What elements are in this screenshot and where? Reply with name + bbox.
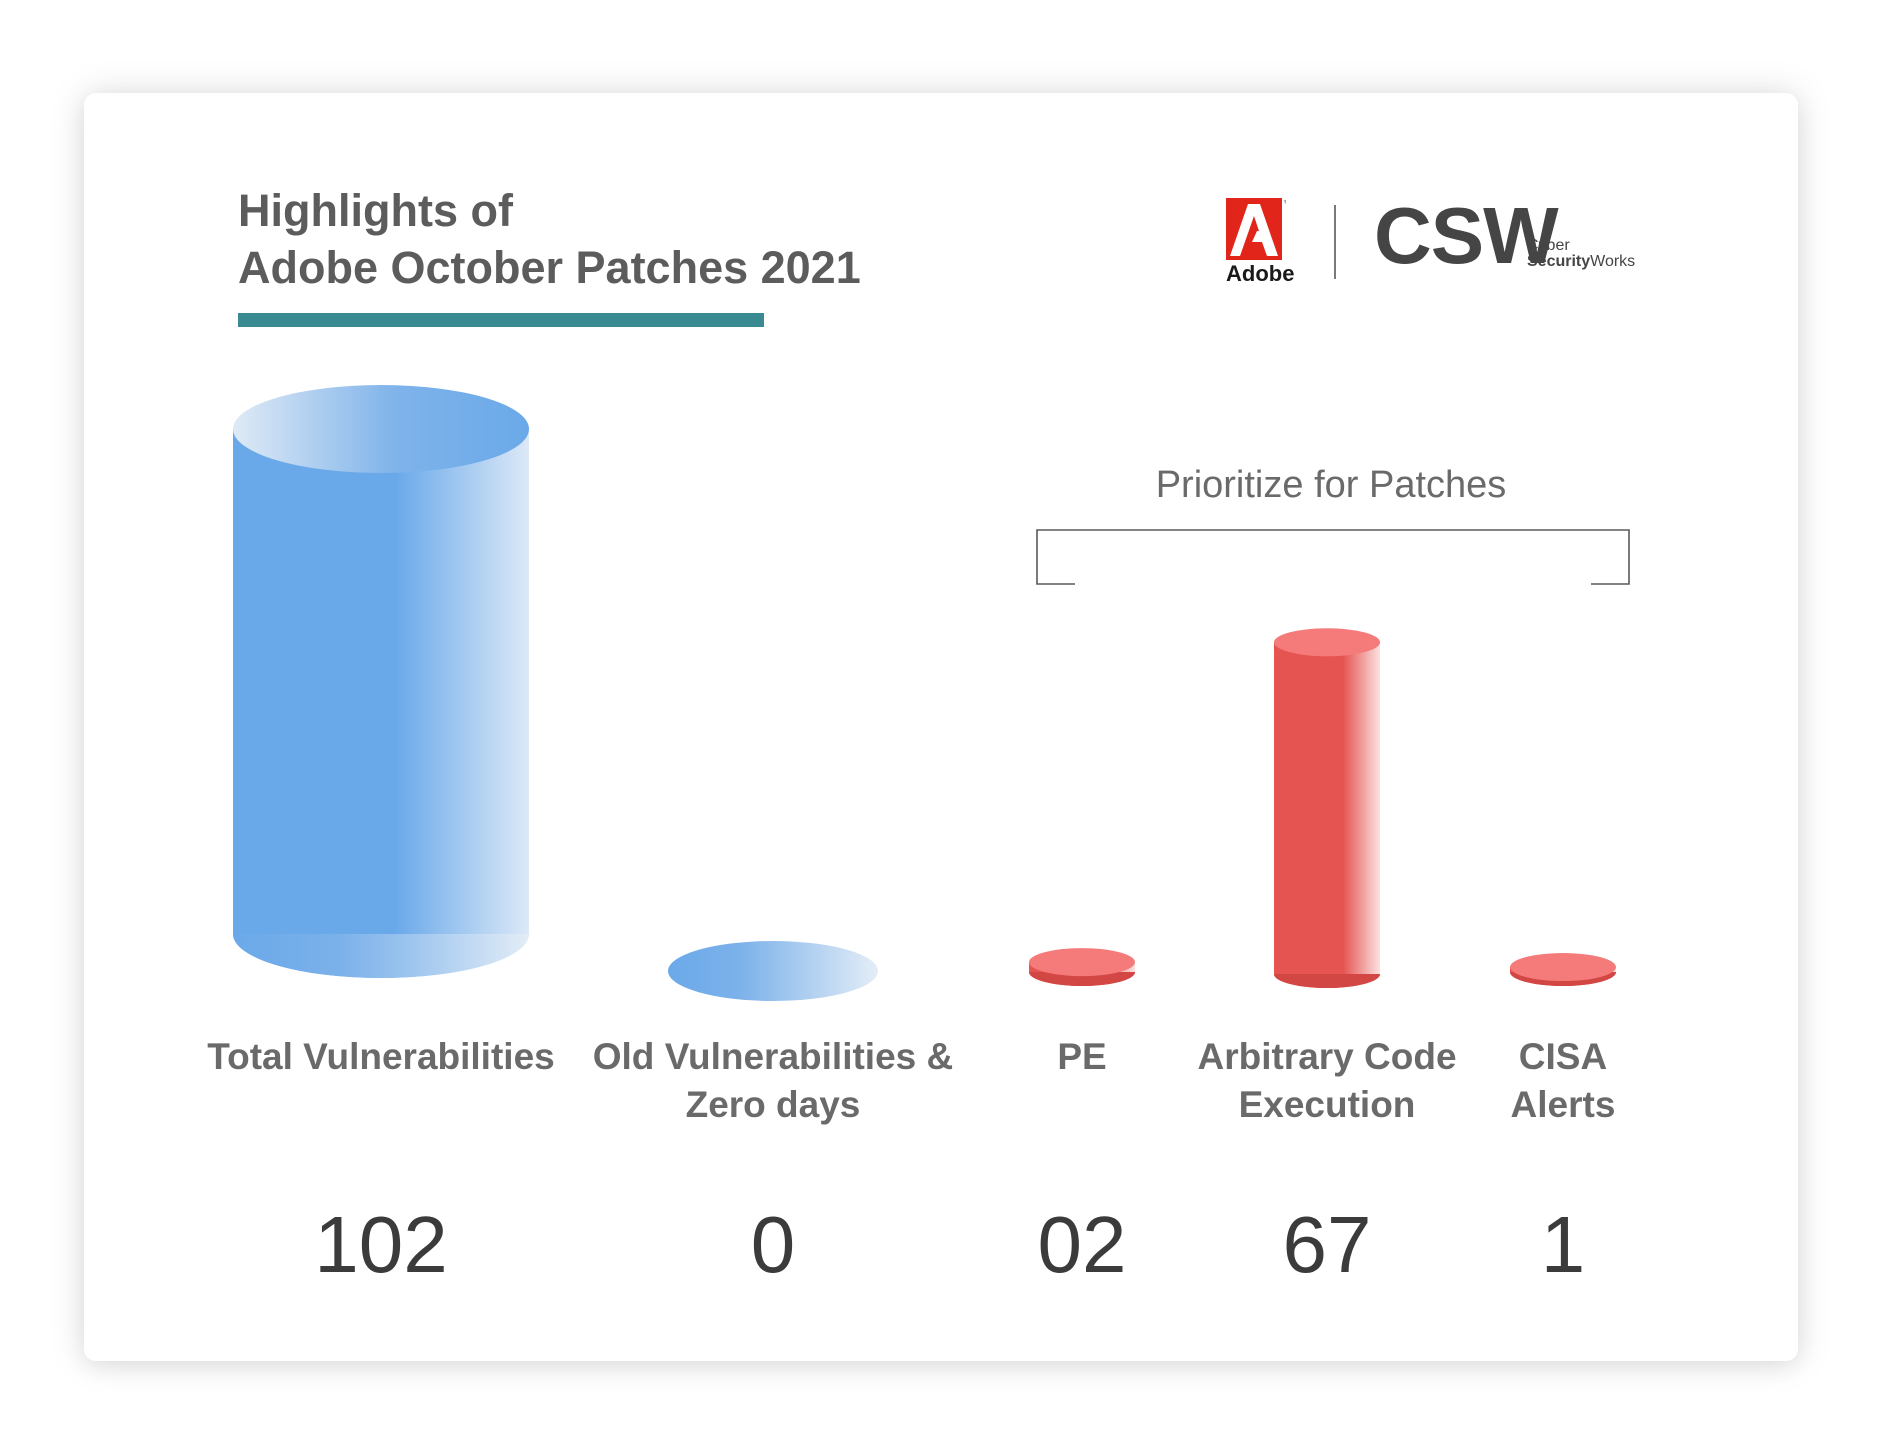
logo-divider xyxy=(1334,205,1336,279)
title-line-2: Adobe October Patches 2021 xyxy=(238,242,861,293)
bar-top xyxy=(1274,628,1380,657)
bar-3 xyxy=(1274,628,1380,988)
category-label: Arbitrary Code Execution xyxy=(1137,1033,1517,1129)
bar-2 xyxy=(1029,948,1135,986)
bar-4 xyxy=(1510,953,1616,986)
value-label: 67 xyxy=(1282,1200,1372,1289)
category-label-line: Execution xyxy=(1238,1084,1416,1125)
bar-bottom-rim xyxy=(1274,974,1380,988)
title-underline xyxy=(238,313,764,327)
value-label: 102 xyxy=(314,1200,448,1289)
csw-logo-line-1: Cyber xyxy=(1527,237,1570,254)
category-label-line: CISA xyxy=(1518,1036,1608,1077)
prioritize-label: Prioritize for Patches xyxy=(1155,464,1507,506)
adobe-logo-icon: ™ xyxy=(1226,198,1286,260)
category-label-line: Total Vulnerabilities xyxy=(207,1036,555,1077)
category-label-line: Zero days xyxy=(685,1084,861,1125)
category-label: PE xyxy=(892,1033,1272,1081)
category-label-line: Old Vulnerabilities & xyxy=(592,1036,954,1077)
value-label: 0 xyxy=(750,1200,796,1289)
bar-1 xyxy=(668,941,878,1001)
csw-logo-works: Works xyxy=(1590,253,1636,270)
title-line-1: Highlights of xyxy=(238,185,513,236)
bar-body xyxy=(233,429,529,934)
adobe-wordmark: Adobe xyxy=(1226,261,1295,286)
value-label: 1 xyxy=(1540,1200,1586,1289)
bar-bottom-rim xyxy=(1029,972,1135,986)
svg-text:™: ™ xyxy=(1283,199,1286,208)
bar-body xyxy=(1274,642,1380,974)
prioritize-bracket xyxy=(1036,529,1630,585)
category-label: Total Vulnerabilities xyxy=(191,1033,571,1081)
category-label: CISA Alerts xyxy=(1373,1033,1753,1129)
category-label-line: Arbitrary Code xyxy=(1197,1036,1457,1077)
page-title: Highlights of Adobe October Patches 2021 xyxy=(238,182,861,296)
csw-logo-line-2: SecurityWorks xyxy=(1527,253,1635,271)
bar-disc xyxy=(668,941,878,1001)
bar-top xyxy=(1029,948,1135,977)
bar-0 xyxy=(233,385,530,978)
csw-logo-security: Security xyxy=(1527,253,1591,270)
bar-top xyxy=(233,385,529,473)
bar-bottom-rim xyxy=(233,934,529,978)
csw-logo-mark: CSW xyxy=(1374,191,1559,280)
category-label-line: Alerts xyxy=(1510,1084,1616,1125)
value-label: 02 xyxy=(1037,1200,1127,1289)
category-label: Old Vulnerabilities & Zero days xyxy=(583,1033,963,1129)
category-label-line: PE xyxy=(1057,1036,1107,1077)
bar-top xyxy=(1510,953,1616,982)
